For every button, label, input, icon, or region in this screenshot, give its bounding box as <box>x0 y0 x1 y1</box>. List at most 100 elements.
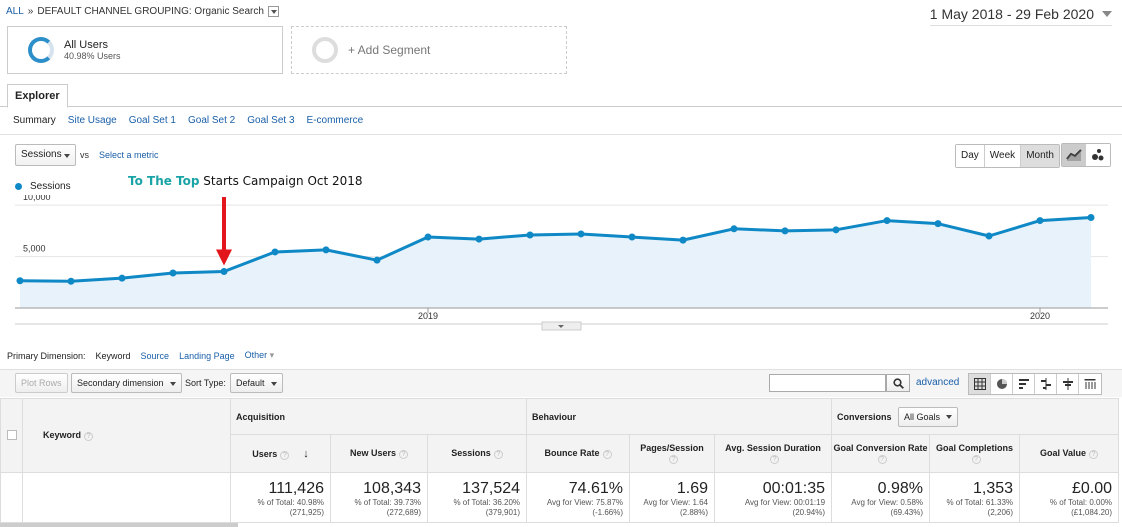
x-tick-label: 2019 <box>418 311 438 321</box>
table-search-input[interactable] <box>769 374 886 392</box>
data-point <box>475 235 483 243</box>
pivot-icon[interactable] <box>1079 374 1101 394</box>
legend-dot-icon <box>15 183 22 190</box>
y-tick-label: 5,000 <box>23 244 46 254</box>
dimension-source[interactable]: Source <box>140 350 170 361</box>
period-week-button[interactable]: Week <box>984 145 1022 167</box>
pie-chart-icon[interactable] <box>991 374 1013 394</box>
data-point <box>1036 217 1044 225</box>
period-toggle: Day Week Month <box>955 144 1060 168</box>
motion-chart-icon[interactable] <box>1086 144 1110 166</box>
tab-explorer[interactable]: Explorer <box>7 84 68 108</box>
help-icon[interactable]: ? <box>399 450 409 459</box>
help-icon[interactable]: ? <box>971 455 981 464</box>
primary-dimension-bar: Primary Dimension: Keyword Source Landin… <box>7 350 274 361</box>
totals-spacer <box>0 472 23 523</box>
data-point <box>985 232 993 240</box>
data-point <box>934 220 942 228</box>
sessions-area <box>20 217 1091 308</box>
goal-select-dropdown[interactable]: All Goals <box>898 406 959 427</box>
total-sessions: 137,524% of Total: 36.20% (379,901) <box>426 472 528 523</box>
annotation-arrow-icon <box>216 249 232 266</box>
comparison-icon[interactable] <box>1035 374 1057 394</box>
data-point <box>1087 213 1095 221</box>
date-range-picker[interactable]: 1 May 2018 - 29 Feb 2020 <box>929 6 1112 26</box>
help-icon[interactable]: ? <box>602 450 612 459</box>
help-icon[interactable]: ? <box>770 455 780 464</box>
annotation-highlight: To The Top <box>128 174 200 188</box>
breadcrumb-grouping: DEFAULT CHANNEL GROUPING: Organic Search <box>37 6 264 17</box>
line-chart-icon[interactable] <box>1062 144 1086 166</box>
data-point <box>883 217 891 225</box>
chevron-down-icon <box>558 325 564 328</box>
help-icon[interactable]: ? <box>84 432 94 441</box>
subtab-goal-set-3[interactable]: Goal Set 3 <box>247 115 295 126</box>
add-segment-label: + Add Segment <box>348 43 431 57</box>
segment-ring-icon <box>28 37 54 63</box>
sort-type-dropdown[interactable]: Default <box>230 373 283 393</box>
advanced-filter-link[interactable]: advanced <box>916 377 960 388</box>
select-metric-link[interactable]: Select a metric <box>99 150 159 160</box>
plot-rows-button[interactable]: Plot Rows <box>15 373 68 393</box>
metric-dropdown[interactable]: Sessions <box>15 144 76 166</box>
column-header-bounce-rate[interactable]: Bounce Rate? <box>526 434 631 473</box>
total-goal-completions: 1,353% of Total: 61.33% (2,206) <box>929 472 1021 523</box>
grouping-dropdown-icon[interactable] <box>267 6 279 17</box>
data-point <box>16 277 24 285</box>
subtab-goal-set-2[interactable]: Goal Set 2 <box>187 115 236 126</box>
data-point <box>373 256 381 264</box>
subtab-ecommerce[interactable]: E-commerce <box>306 115 364 126</box>
column-header-avg-session-duration[interactable]: Avg. Session Duration? <box>714 434 833 473</box>
breadcrumb-all-link[interactable]: ALL <box>6 6 24 17</box>
y-tick-label: 10,000 <box>23 195 51 202</box>
column-header-goal-value[interactable]: Goal Value? <box>1019 434 1120 473</box>
segment-all-users[interactable]: All Users 40.98% Users <box>7 26 283 74</box>
subtab-summary[interactable]: Summary <box>13 115 56 126</box>
help-icon[interactable]: ? <box>877 455 887 464</box>
vs-label: vs <box>80 150 89 160</box>
dimension-other[interactable]: Other <box>245 350 275 361</box>
column-header-sessions[interactable]: Sessions? <box>426 434 528 473</box>
total-goal-conversion-rate: 0.98% Avg for View: 0.58% (69.43%) <box>831 472 931 523</box>
sessions-line <box>19 215 1092 283</box>
chart-legend: Sessions <box>15 181 71 192</box>
total-pages-session: 1.69 Avg for View: 1.64 (2.88%) <box>629 472 716 523</box>
subtab-goal-set-1[interactable]: Goal Set 1 <box>128 115 176 126</box>
secondary-dimension-dropdown[interactable]: Secondary dimension <box>71 373 182 393</box>
data-point <box>169 269 177 277</box>
tab-bar: Explorer <box>0 82 1122 108</box>
data-point <box>628 233 636 241</box>
data-point <box>526 231 534 239</box>
help-icon[interactable]: ? <box>1089 450 1099 459</box>
data-point <box>220 267 228 275</box>
performance-bar-icon[interactable] <box>1013 374 1035 394</box>
search-icon <box>892 377 904 389</box>
help-icon[interactable]: ? <box>493 450 503 459</box>
dimension-landing-page[interactable]: Landing Page <box>179 350 235 361</box>
data-point <box>67 277 75 285</box>
period-month-button[interactable]: Month <box>1021 145 1059 167</box>
total-goal-value: £0.00% of Total: 0.00% (£1,084.20) <box>1019 472 1120 523</box>
subtab-site-usage[interactable]: Site Usage <box>67 115 117 126</box>
column-header-goal-conversion-rate[interactable]: Goal Conversion Rate? <box>831 434 931 473</box>
data-table-icon[interactable] <box>969 374 991 394</box>
report-table: Keyword? Acquisition Behaviour Conversio… <box>0 398 1120 523</box>
column-header-new-users[interactable]: New Users? <box>330 434 428 473</box>
help-icon[interactable]: ? <box>669 455 679 464</box>
search-button[interactable] <box>886 374 910 392</box>
help-icon[interactable]: ? <box>280 450 290 460</box>
chart-type-toggle <box>1061 143 1111 167</box>
data-point <box>577 230 585 238</box>
segment-title: All Users <box>64 39 109 51</box>
column-header-goal-completions[interactable]: Goal Completions? <box>929 434 1021 473</box>
column-header-users[interactable]: Users? ↓ <box>230 434 331 473</box>
add-segment-button[interactable]: + Add Segment <box>291 26 567 74</box>
data-point <box>832 226 840 234</box>
period-day-button[interactable]: Day <box>956 145 985 167</box>
column-header-pages-session[interactable]: Pages/Session? <box>629 434 716 473</box>
select-all-checkbox[interactable] <box>6 429 17 440</box>
term-cloud-icon[interactable] <box>1057 374 1079 394</box>
horizontal-scrollbar[interactable] <box>0 523 238 527</box>
breadcrumb: ALL » DEFAULT CHANNEL GROUPING: Organic … <box>6 6 279 17</box>
keyword-header[interactable]: Keyword? <box>22 398 231 473</box>
